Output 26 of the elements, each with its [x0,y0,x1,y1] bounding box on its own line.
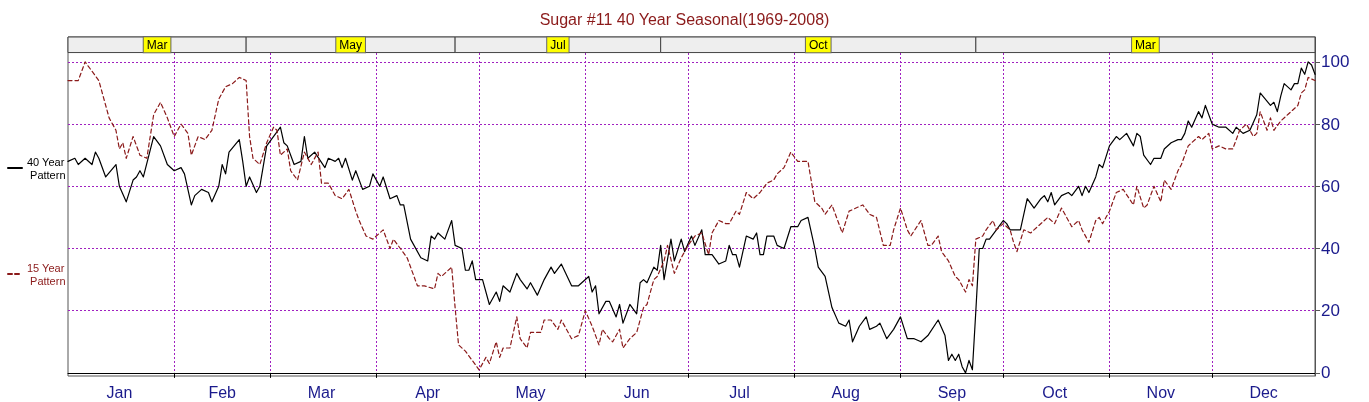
legend-label: 15 Year Pattern [27,261,66,287]
x-tick-label: Oct [1042,383,1068,401]
y-tick-label: 20 [1321,301,1340,321]
x-tick-label: Apr [415,383,441,401]
legend-label: 40 Year Pattern [27,155,66,181]
y-tick-label: 60 [1321,176,1340,196]
x-tick-label: Feb [208,383,237,401]
x-tick-label: Dec [1249,383,1278,401]
x-tick-label: Aug [831,383,860,401]
x-tick-label: May [515,383,546,401]
band-label: Mar [146,37,168,52]
band-label: Jul [550,37,566,52]
y-tick-label: 0 [1321,363,1331,383]
x-tick-label: Sep [937,383,967,401]
y-tick-label: 40 [1321,238,1340,258]
y-tick-label: 100 [1321,52,1350,72]
band-label: May [339,37,362,52]
x-tick-label: Mar [307,383,336,401]
x-tick-label: Jan [106,383,133,401]
y-tick-label: 80 [1321,114,1340,134]
band-label: Oct [808,37,829,52]
band-label: Mar [1135,37,1156,52]
x-tick-label: Jun [623,383,650,401]
chart-title: Sugar #11 40 Year Seasonal(1969-2008) [539,10,830,28]
x-tick-label: Nov [1146,383,1176,401]
x-tick-label: Jul [729,383,750,401]
